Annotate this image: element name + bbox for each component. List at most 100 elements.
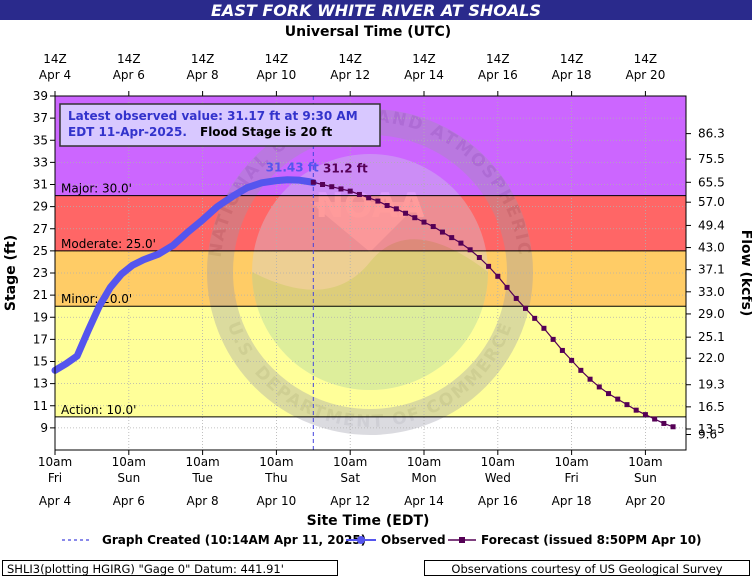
- forecast-point: [550, 336, 556, 342]
- top-axis-tick-label: 14Z: [634, 52, 658, 66]
- forecast-point: [541, 325, 547, 331]
- forecast-point: [670, 424, 676, 430]
- forecast-point: [338, 186, 344, 192]
- forecast-point: [596, 384, 602, 390]
- chart-title: EAST FORK WHITE RIVER AT SHOALS: [0, 0, 752, 20]
- bottom-axis-tick-time: 10am: [481, 455, 515, 469]
- bottom-axis-tick-time: 10am: [407, 455, 441, 469]
- forecast-point: [403, 210, 409, 216]
- series-forecast-line: [313, 181, 674, 428]
- watermark-gull: [310, 202, 420, 252]
- top-axis-tick-date: Apr 4: [39, 68, 71, 82]
- series-layer: 31.43 ft 31.2 ft: [51, 161, 676, 430]
- top-axis-tick-label: 14Z: [191, 52, 215, 66]
- bottom-axis-tick-day: Mon: [411, 471, 436, 485]
- top-axis-tick-label: 14Z: [265, 52, 289, 66]
- y-left-tick-label: 15: [33, 355, 48, 369]
- top-axis-tick-date: Apr 6: [113, 68, 145, 82]
- forecast-point: [606, 391, 612, 397]
- bottom-axis-tick-date: Apr 16: [478, 494, 518, 508]
- y-left-axis-label: Stage (ft): [3, 235, 19, 311]
- watermark-logo: NOAA: [315, 186, 425, 226]
- forecast-point: [430, 224, 436, 230]
- y-left-tick-label: 17: [33, 332, 48, 346]
- y-left-tick-label: 23: [33, 266, 48, 280]
- bottom-axis-tick-day: Fri: [564, 471, 578, 485]
- forecast-point: [569, 357, 575, 363]
- flood-category-bands: [55, 96, 686, 450]
- top-axis-tick-label: 14Z: [412, 52, 436, 66]
- axes: 9 11 13 15 17 19 21 23 25 27 29 31 33 35 37 39 Stage (ft…: [3, 24, 752, 529]
- y-right-tick-label: 33.0: [698, 285, 725, 299]
- forecast-point: [642, 412, 648, 418]
- series-observed-line: [51, 176, 317, 374]
- info-box: [59, 103, 381, 147]
- forecast-point: [633, 407, 639, 413]
- forecast-point: [504, 284, 510, 290]
- y-right-tick-label: 16.5: [698, 400, 725, 414]
- y-right-tick-label: 57.0: [698, 195, 725, 209]
- forecast-point: [522, 305, 528, 311]
- threshold-label-moderate: Moderate: 25.0': [61, 237, 156, 251]
- info-line-2: EDT 11-Apr-2025.: [68, 125, 187, 139]
- forecast-point: [513, 295, 519, 301]
- y-right-tick-label: 25.1: [698, 330, 725, 344]
- bottom-axis-tick-date: Apr 6: [113, 494, 145, 508]
- top-axis-tick-date: Apr 10: [256, 68, 296, 82]
- y-left-tick-label: 33: [33, 155, 48, 169]
- y-right-tick-label: 49.4: [698, 218, 725, 232]
- bottom-axis-tick-date: Apr 20: [625, 494, 665, 508]
- top-axis-tick-date: Apr 16: [478, 68, 518, 82]
- forecast-point: [587, 376, 593, 382]
- y-left-tick-label: 19: [33, 310, 48, 324]
- y-left-tick-label: 27: [33, 222, 48, 236]
- y-right-tick-label: 86.3: [698, 127, 725, 141]
- bottom-axis-tick-time: 10am: [333, 455, 367, 469]
- band-minor: [55, 250, 686, 307]
- legend: Graph Created (10:14AM Apr 11, 2025) Obse…: [62, 533, 702, 547]
- bottom-axis-tick-day: Tue: [191, 471, 213, 485]
- bottom-axis-tick-day: Fri: [48, 471, 62, 485]
- forecast-point: [393, 206, 399, 212]
- bottom-axis-tick-day: Sun: [117, 471, 140, 485]
- y-left-tick-label: 21: [33, 288, 48, 302]
- top-axis-tick-date: Apr 18: [552, 68, 592, 82]
- legend-observed-marker: [357, 536, 365, 544]
- bottom-axis-tick-time: 10am: [38, 455, 72, 469]
- info-line-1: Latest observed value: 31.17 ft at 9:30 …: [68, 109, 358, 123]
- top-axis-tick-label: 14Z: [117, 52, 141, 66]
- bottom-axis-tick-time: 10am: [259, 455, 293, 469]
- bottom-axis-tick-time: 10am: [112, 455, 146, 469]
- forecast-point: [476, 255, 482, 261]
- y-left-tick-label: 11: [33, 399, 48, 413]
- y-right-tick-label: 13.5: [698, 422, 725, 436]
- legend-forecast-marker: [459, 537, 465, 543]
- bottom-axis-title: Site Time (EDT): [307, 513, 430, 529]
- watermark-disc: [252, 154, 488, 390]
- y-right-tick-label: 29.0: [698, 307, 725, 321]
- top-axis-tick-date: Apr 12: [330, 68, 370, 82]
- forecast-point: [495, 273, 501, 279]
- bottom-axis-tick-day: Sat: [340, 471, 360, 485]
- bottom-axis-tick-date: Apr 14: [404, 494, 444, 508]
- forecast-point: [329, 184, 335, 190]
- forecast-point: [320, 182, 326, 187]
- top-axis-tick-label: 14Z: [486, 52, 510, 66]
- y-right-axis-label: Flow (kcfs): [738, 230, 752, 317]
- bottom-axis-tick-day: Sun: [634, 471, 657, 485]
- threshold-label-minor: Minor: 20.0': [61, 292, 132, 306]
- bottom-axis-tick-time: 10am: [185, 455, 219, 469]
- bottom-axis-tick-day: Wed: [485, 471, 511, 485]
- bottom-axis-tick-time: 10am: [554, 455, 588, 469]
- top-axis-tick-label: 14Z: [43, 52, 67, 66]
- top-axis-tick-date: Apr 8: [186, 68, 218, 82]
- y-right-tick-label: 43.0: [698, 241, 725, 255]
- datum-footer: SHLI3(plotting HGIRG) "Gage 0" Datum: 44…: [2, 560, 338, 576]
- forecast-point: [559, 347, 565, 353]
- forecast-point: [661, 420, 667, 426]
- bottom-axis-tick-date: Apr 8: [186, 494, 218, 508]
- forecast-point: [439, 229, 445, 235]
- y-left-tick-label: 35: [33, 133, 48, 147]
- forecast-point: [449, 235, 455, 241]
